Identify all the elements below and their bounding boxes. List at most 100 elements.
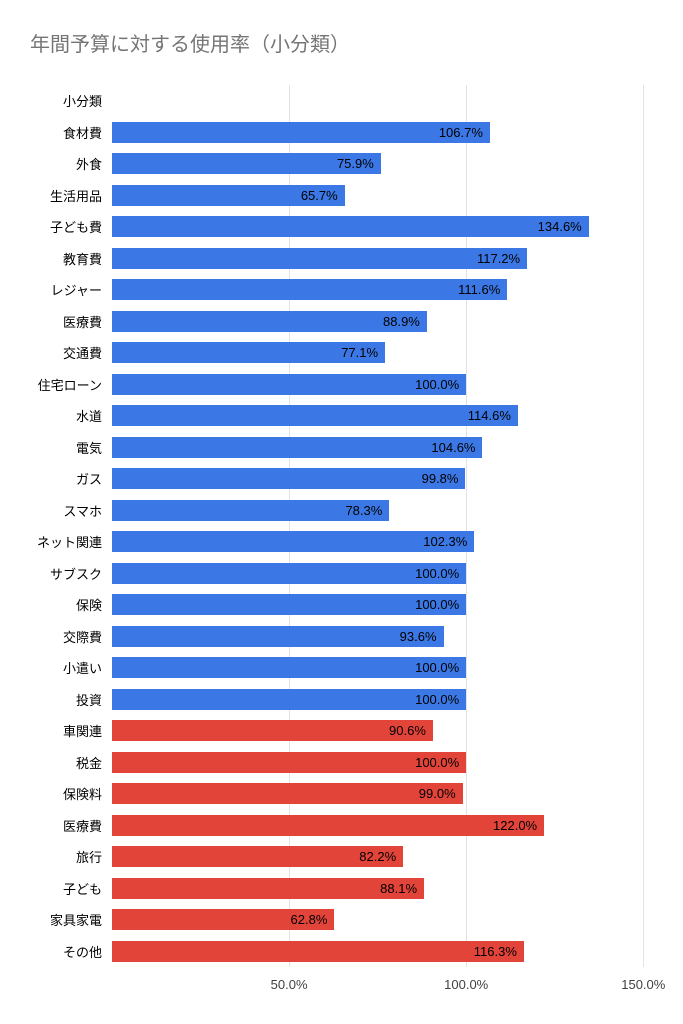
bar-value-label: 100.0% [415,565,460,581]
bar-value-label: 104.6% [431,439,476,455]
bar-track: 77.1% [112,342,661,364]
chart-row: 医療費 88.9% [0,306,683,338]
bar-value-label: 99.8% [421,471,459,487]
bar: 90.6% [112,720,433,742]
bar-value-label: 90.6% [389,723,426,739]
category-label: 家具家電 [49,913,102,929]
bar-value-label: 77.1% [341,345,379,361]
bar-value-label: 100.0% [415,597,460,613]
bar-track: 102.3% [112,531,661,553]
category-label: 旅行 [75,850,102,866]
bar: 114.6% [112,405,518,427]
category-label: 医療費 [62,314,102,330]
chart-row: 水道 114.6% [0,400,683,432]
chart-row: レジャー 111.6% [0,274,683,306]
bar-track: 62.8% [112,909,661,931]
category-label: 食材費 [62,125,102,141]
chart-row: 家具家電 62.8% [0,904,683,936]
bar-track: 90.6% [112,720,661,742]
category-label: 小遣い [62,661,102,677]
bar: 116.3% [112,940,524,962]
bar-value-label: 122.0% [493,817,538,833]
bar-track [112,90,661,111]
category-label: 投資 [75,692,102,708]
bar: 99.0% [112,783,463,805]
bar-value-label: 88.9% [383,313,420,329]
chart-row: 子ども費 134.6% [0,211,683,243]
category-label: 住宅ローン [37,377,102,393]
bar-value-label: 116.3% [473,943,517,959]
bar-track: 114.6% [112,405,661,427]
bar-track: 82.2% [112,846,661,868]
bar-track: 117.2% [112,247,661,269]
bar-track: 111.6% [112,279,661,301]
category-label: 生活用品 [49,188,102,204]
bar-value-label: 75.9% [336,156,374,172]
category-label: 電気 [75,440,102,456]
category-label: サブスク [49,566,102,582]
chart-row: ガス 99.8% [0,463,683,495]
category-label: その他 [62,944,102,960]
x-tick-label: 100.0% [444,977,489,992]
bar: 102.3% [112,531,475,553]
bar-value-label: 106.7% [438,124,483,140]
bar: 117.2% [112,247,528,269]
bar: 65.7% [112,184,345,206]
bar: 100.0% [112,594,467,616]
bar-track: 122.0% [112,814,661,836]
bar: 104.6% [112,436,483,458]
bar: 122.0% [112,814,545,836]
bar-track: 88.1% [112,877,661,899]
category-label: レジャー [50,283,102,299]
chart-row: 教育費 117.2% [0,243,683,275]
chart-row: 食材費 106.7% [0,117,683,149]
bar-track: 104.6% [112,436,661,458]
bar: 88.1% [112,877,425,899]
bar-value-label: 93.6% [399,628,437,644]
bar: 77.1% [112,342,386,364]
category-label: 外食 [75,157,102,173]
category-label: 車関連 [62,724,102,740]
category-label: 保険 [75,598,102,614]
chart-row: ネット関連 102.3% [0,526,683,558]
bar-track: 134.6% [112,216,661,238]
chart-rows: 小分類 食材費 106.7% 外食 75.9% 生活用品 65.7% 子ども費 134.6% 教育… [0,85,683,967]
bar-track: 100.0% [112,373,661,395]
bar-track: 116.3% [112,940,661,962]
bar: 111.6% [112,279,508,301]
category-label: 水道 [75,409,102,425]
chart-row: 税金 100.0% [0,747,683,779]
bar-track: 100.0% [112,688,661,710]
chart-row: 生活用品 65.7% [0,180,683,212]
bar: 100.0% [112,562,467,584]
chart-row: 旅行 82.2% [0,841,683,873]
bar: 100.0% [112,657,467,679]
chart-row: 小遣い 100.0% [0,652,683,684]
chart-row: 投資 100.0% [0,684,683,716]
bar-value-label: 100.0% [415,754,460,770]
category-label: 小分類 [62,94,102,110]
category-label: 保険料 [62,787,102,803]
bar-track: 99.8% [112,468,661,490]
category-label: 医療費 [62,818,102,834]
chart-row: 電気 104.6% [0,432,683,464]
bar: 82.2% [112,846,404,868]
bar-value-label: 88.1% [380,880,418,896]
category-label: 教育費 [62,251,102,267]
bar-track: 100.0% [112,657,661,679]
bar-track: 93.6% [112,625,661,647]
bar: 100.0% [112,751,467,773]
bar-track: 100.0% [112,594,661,616]
bar-value-label: 117.2% [476,250,521,266]
bar-value-label: 100.0% [415,376,460,392]
bar: 62.8% [112,909,335,931]
bar: 99.8% [112,468,466,490]
bar-track: 88.9% [112,310,661,332]
category-label: 交際費 [62,629,102,645]
bar: 134.6% [112,216,589,238]
chart-title: 年間予算に対する使用率（小分類） [30,34,350,56]
bar-track: 78.3% [112,499,661,521]
bar-track: 100.0% [112,562,661,584]
bar-value-label: 102.3% [423,534,468,550]
